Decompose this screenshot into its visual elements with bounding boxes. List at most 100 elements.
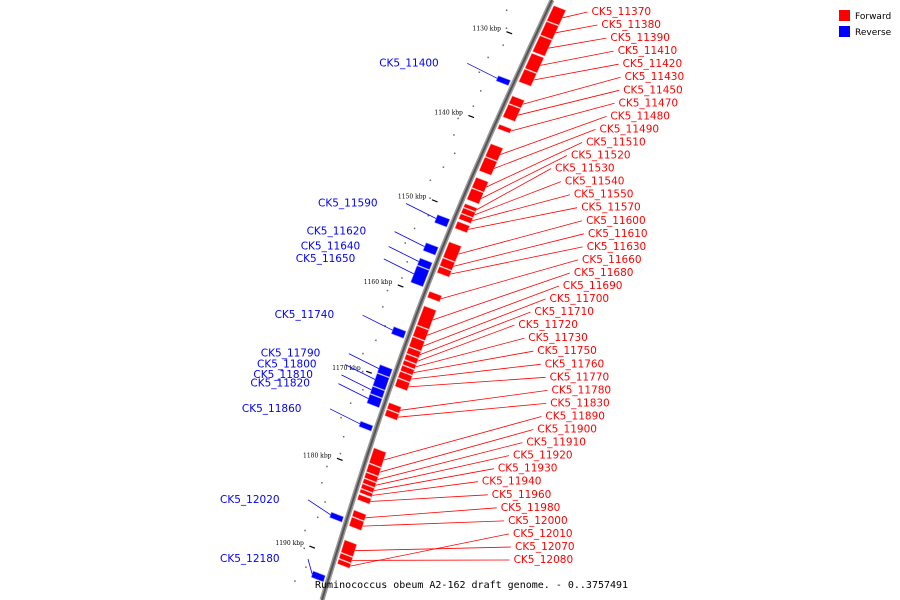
gene-block[interactable] [426, 290, 443, 303]
gene-block[interactable] [466, 188, 484, 205]
gene-label[interactable]: CK5_11650 [296, 253, 356, 265]
gene-label[interactable]: CK5_11640 [301, 241, 361, 253]
gene-block[interactable] [329, 511, 344, 523]
gene-label[interactable]: CK5_11570 [581, 202, 641, 214]
gene-label[interactable]: CK5_11600 [586, 215, 646, 227]
gene-label[interactable]: CK5_12000 [508, 515, 568, 527]
gene-label[interactable]: CK5_11390 [610, 32, 670, 44]
gene-label[interactable]: CK5_11810 [253, 369, 313, 381]
gene-block[interactable] [368, 447, 387, 468]
gene-block[interactable] [356, 493, 372, 505]
gene-label[interactable]: CK5_11710 [534, 306, 594, 318]
gene-label[interactable]: CK5_12070 [515, 541, 575, 553]
gene-block[interactable] [417, 257, 433, 270]
gene-block[interactable] [337, 558, 352, 569]
gene-label[interactable]: CK5_11910 [526, 437, 586, 449]
gene-block[interactable] [410, 265, 430, 288]
gene-block[interactable] [390, 326, 407, 339]
gene-block[interactable] [434, 214, 451, 228]
gene-block[interactable] [524, 52, 545, 74]
gene-label[interactable]: CK5_11780 [552, 384, 612, 396]
gene-label[interactable]: CK5_11820 [250, 378, 310, 390]
gene-block[interactable] [384, 409, 400, 421]
gene-block[interactable] [366, 393, 383, 408]
gene-label[interactable]: CK5_11430 [625, 71, 685, 83]
gene-label[interactable]: CK5_11410 [618, 45, 678, 57]
gene-label[interactable]: CK5_11890 [545, 411, 605, 423]
gene-label[interactable]: CK5_11860 [242, 403, 302, 415]
gene-block[interactable] [508, 95, 525, 109]
gene-block[interactable] [495, 75, 511, 86]
gene-label[interactable]: CK5_11760 [545, 358, 605, 370]
gene-block[interactable] [458, 213, 474, 224]
gene-label[interactable]: CK5_11720 [518, 319, 578, 331]
gene-block[interactable] [463, 203, 478, 212]
gene-label[interactable]: CK5_11370 [592, 6, 652, 18]
gene-block[interactable] [442, 241, 462, 263]
gene-block[interactable] [340, 539, 358, 558]
gene-label[interactable]: CK5_11940 [482, 476, 542, 488]
gene-block[interactable] [460, 207, 476, 218]
gene-block[interactable] [439, 257, 456, 271]
gene-block[interactable] [436, 266, 452, 278]
gene-label[interactable]: CK5_11620 [307, 226, 367, 238]
gene-block[interactable] [369, 386, 386, 399]
gene-block[interactable] [502, 103, 522, 122]
gene-label[interactable]: CK5_11800 [257, 359, 317, 371]
gene-label[interactable]: CK5_11630 [587, 241, 647, 253]
gene-label[interactable]: CK5_11750 [537, 345, 597, 357]
gene-label[interactable]: CK5_12010 [513, 528, 573, 540]
gene-label[interactable]: CK5_11770 [550, 371, 610, 383]
gene-label[interactable]: CK5_12020 [220, 494, 280, 506]
gene-block[interactable] [377, 364, 393, 378]
gene-label[interactable]: CK5_11380 [601, 19, 661, 31]
gene-label[interactable]: CK5_11540 [565, 176, 625, 188]
gene-block[interactable] [386, 402, 402, 414]
gene-label[interactable]: CK5_11610 [588, 228, 648, 240]
gene-label[interactable]: CK5_11900 [537, 424, 597, 436]
gene-block[interactable] [454, 221, 471, 234]
gene-label[interactable]: CK5_11700 [550, 293, 610, 305]
gene-block[interactable] [416, 305, 437, 330]
gene-label[interactable]: CK5_11490 [600, 123, 660, 135]
gene-label[interactable]: CK5_11960 [492, 489, 552, 501]
gene-block[interactable] [478, 156, 498, 176]
gene-label[interactable]: CK5_11530 [555, 163, 615, 175]
gene-label[interactable]: CK5_11730 [528, 332, 588, 344]
gene-label[interactable]: CK5_11930 [498, 463, 558, 475]
gene-block[interactable] [408, 336, 425, 352]
gene-label[interactable]: CK5_11660 [582, 254, 642, 266]
gene-block[interactable] [394, 377, 411, 392]
gene-block[interactable] [365, 463, 382, 477]
gene-block[interactable] [412, 325, 430, 341]
gene-block[interactable] [471, 177, 489, 193]
gene-label[interactable]: CK5_11480 [610, 110, 670, 122]
gene-block[interactable] [539, 21, 560, 40]
gene-block[interactable] [359, 488, 374, 498]
gene-label[interactable]: CK5_11680 [574, 267, 634, 279]
gene-block[interactable] [362, 478, 377, 488]
gene-block[interactable] [497, 124, 513, 134]
gene-block[interactable] [397, 371, 413, 383]
gene-block[interactable] [338, 552, 354, 564]
gene-block[interactable] [402, 359, 417, 370]
gene-label[interactable]: CK5_12080 [514, 554, 574, 566]
gene-label[interactable]: CK5_11920 [513, 450, 573, 462]
gene-label[interactable]: CK5_11470 [619, 97, 679, 109]
gene-block[interactable] [532, 35, 553, 57]
gene-label[interactable]: CK5_11830 [550, 397, 610, 409]
gene-block[interactable] [400, 364, 415, 376]
gene-block[interactable] [358, 420, 374, 432]
gene-block[interactable] [360, 483, 375, 494]
gene-label[interactable]: CK5_11400 [379, 57, 439, 69]
gene-block[interactable] [348, 516, 365, 531]
gene-label[interactable]: CK5_11420 [623, 58, 683, 70]
gene-block[interactable] [372, 373, 390, 391]
gene-block[interactable] [404, 353, 419, 365]
gene-block[interactable] [363, 472, 379, 483]
gene-label[interactable]: CK5_11510 [586, 137, 646, 149]
gene-label[interactable]: CK5_11590 [318, 198, 378, 210]
gene-block[interactable] [546, 5, 567, 26]
gene-label[interactable]: CK5_12180 [220, 553, 280, 565]
gene-block[interactable] [484, 143, 504, 162]
